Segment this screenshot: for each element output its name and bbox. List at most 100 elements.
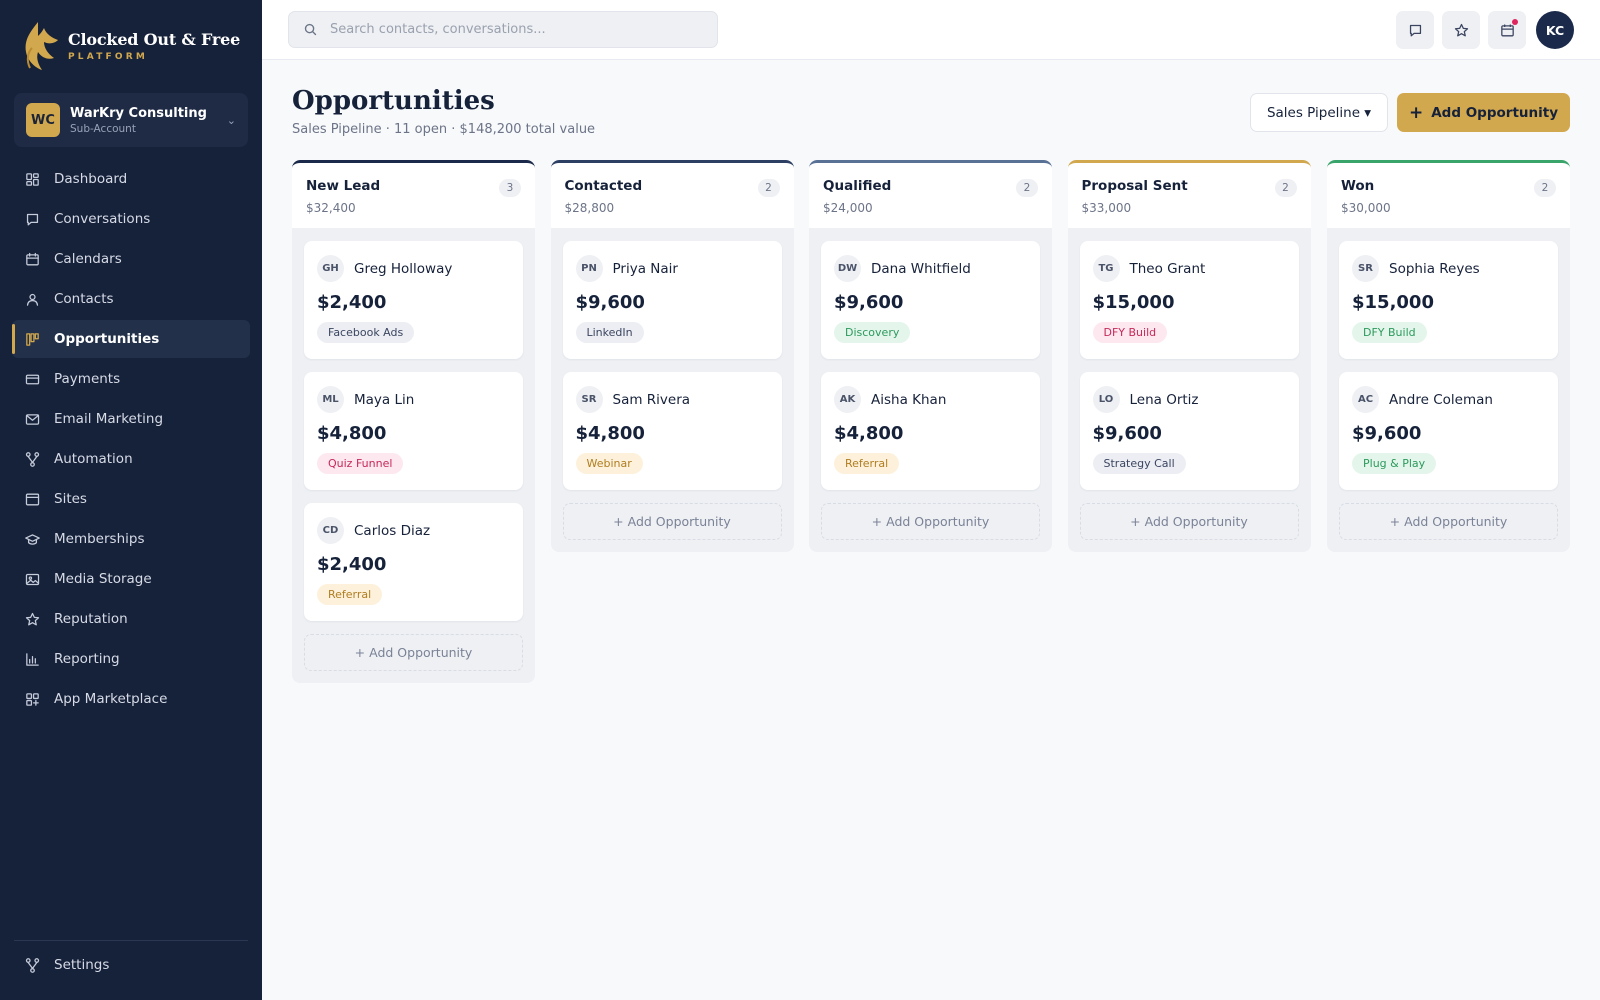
sidebar-item-sites[interactable]: Sites: [12, 480, 250, 518]
sidebar-item-conversations[interactable]: Conversations: [12, 200, 250, 238]
opportunity-card[interactable]: DW Dana Whitfield $9,600 Discovery: [821, 241, 1040, 359]
opportunity-card[interactable]: PN Priya Nair $9,600 LinkedIn: [562, 241, 782, 359]
opportunity-value: $9,600: [1352, 423, 1422, 444]
add-opportunity-label: Add Opportunity: [1431, 104, 1559, 121]
sidebar-item-calendars[interactable]: Calendars: [12, 240, 250, 278]
pipeline-column-proposal-sent: Proposal Sent $33,000 2 TG Theo Grant $15,000…: [1067, 160, 1311, 552]
sidebar-item-label: Memberships: [54, 531, 145, 547]
source-tag: DFY Build: [1352, 322, 1427, 343]
opportunity-card[interactable]: ML Maya Lin $4,800 Quiz Funnel: [304, 372, 523, 490]
sidebar-item-label: Reporting: [54, 651, 120, 667]
column-header: Proposal Sent $33,000 2: [1067, 160, 1311, 228]
contact-initials: SR: [575, 386, 603, 413]
account-badge: WC: [26, 103, 60, 137]
contact-name: Maya Lin: [354, 391, 415, 408]
sidebar-item-opportunities[interactable]: Opportunities: [12, 320, 250, 358]
pipeline-column-contacted: Contacted $28,800 2 PN Priya Nair $9,600 Linke…: [550, 160, 794, 552]
opportunity-card[interactable]: SR Sam Rivera $4,800 Webinar: [562, 372, 782, 490]
add-opportunity-card-button[interactable]: + Add Opportunity: [1079, 503, 1299, 540]
column-title: Won: [1341, 178, 1375, 194]
chat-icon: [1409, 24, 1421, 36]
opportunity-card[interactable]: SR Sophia Reyes $15,000 DFY Build: [1339, 241, 1558, 359]
messages-button[interactable]: [1396, 11, 1434, 49]
column-header: Contacted $28,800 2: [550, 160, 794, 228]
opportunity-value: $9,600: [1092, 423, 1162, 444]
brand-title: Clocked Out & Free: [68, 30, 241, 49]
opportunity-card[interactable]: AK Aisha Khan $4,800 Referral: [821, 372, 1040, 490]
contact-name: Sam Rivera: [612, 391, 691, 408]
user-avatar[interactable]: KC: [1536, 11, 1574, 49]
contact-initials: GH: [317, 255, 344, 282]
contact-initials: AC: [1352, 386, 1379, 413]
contact-name: Andre Coleman: [1389, 391, 1493, 408]
search-box[interactable]: [288, 11, 718, 48]
pipeline-select[interactable]: Sales Pipeline ▾: [1250, 93, 1388, 132]
column-title: Contacted: [564, 178, 643, 194]
source-tag: Plug & Play: [1352, 453, 1437, 474]
workflow-icon: [25, 451, 40, 467]
sidebar-item-memberships[interactable]: Memberships: [12, 520, 250, 558]
opportunity-card[interactable]: AC Andre Coleman $9,600 Plug & Play: [1339, 372, 1558, 490]
sidebar-item-contacts[interactable]: Contacts: [12, 280, 250, 318]
sidebar-item-dashboard[interactable]: Dashboard: [12, 160, 250, 198]
source-tag: Discovery: [834, 322, 911, 343]
source-tag: LinkedIn: [575, 322, 644, 343]
column-header: Won $30,000 2: [1327, 160, 1570, 228]
sidebar: Clocked Out & Free PLATFORM WC WarKry Co…: [0, 0, 262, 1000]
add-opportunity-card-button[interactable]: + Add Opportunity: [562, 503, 782, 540]
opportunity-card[interactable]: GH Greg Holloway $2,400 Facebook Ads: [304, 241, 523, 359]
contact-name: Dana Whitfield: [871, 260, 971, 277]
column-total: $24,000: [823, 201, 873, 215]
source-tag: DFY Build: [1092, 322, 1168, 343]
sidebar-nav: Dashboard Conversations Calendars Contacts O…: [12, 160, 250, 720]
column-cards: PN Priya Nair $9,600 LinkedIn SR Sam Rivera $4…: [551, 228, 794, 552]
contact-name: Carlos Diaz: [354, 522, 431, 539]
add-opportunity-button[interactable]: + Add Opportunity: [1397, 93, 1570, 132]
bar-chart-icon: [26, 652, 39, 666]
sidebar-item-reputation[interactable]: Reputation: [12, 600, 250, 638]
opportunity-value: $4,800: [317, 423, 387, 444]
sidebar-item-label: Calendars: [54, 251, 122, 267]
opportunity-value: $15,000: [1092, 292, 1175, 313]
contact-name: Sophia Reyes: [1389, 260, 1480, 277]
sidebar-item-app-marketplace[interactable]: App Marketplace: [12, 680, 250, 718]
sidebar-item-email-marketing[interactable]: Email Marketing: [12, 400, 250, 438]
opportunity-card[interactable]: CD Carlos Diaz $2,400 Referral: [304, 503, 523, 621]
contact-name: Priya Nair: [612, 260, 678, 277]
sidebar-item-payments[interactable]: Payments: [12, 360, 250, 398]
contact-initials: ML: [317, 386, 344, 413]
opportunity-value: $9,600: [834, 292, 904, 313]
graduation-cap-icon: [25, 533, 40, 545]
calendar-icon: [26, 252, 39, 265]
sidebar-item-label: Dashboard: [54, 171, 128, 187]
source-tag: Quiz Funnel: [317, 453, 404, 474]
sidebar-item-automation[interactable]: Automation: [12, 440, 250, 478]
add-opportunity-card-button[interactable]: + Add Opportunity: [304, 634, 523, 671]
account-type: Sub-Account: [70, 122, 136, 135]
add-opportunity-card-button[interactable]: + Add Opportunity: [1339, 503, 1558, 540]
contact-initials: CD: [317, 517, 344, 544]
column-count-badge: 3: [499, 179, 521, 197]
sidebar-item-media-storage[interactable]: Media Storage: [12, 560, 250, 598]
column-count-badge: 2: [1016, 179, 1038, 197]
favorites-button[interactable]: [1442, 11, 1480, 49]
column-count-badge: 2: [757, 179, 780, 197]
contact-initials: PN: [575, 255, 603, 282]
opportunity-value: $9,600: [575, 292, 645, 313]
sidebar-item-reporting[interactable]: Reporting: [12, 640, 250, 678]
column-total: $30,000: [1341, 201, 1391, 215]
search-input[interactable]: [330, 22, 710, 37]
sidebar-item-label: App Marketplace: [54, 691, 168, 707]
sidebar-item-settings[interactable]: Settings: [12, 946, 250, 984]
opportunity-card[interactable]: LO Lena Ortiz $9,600 Strategy Call: [1079, 372, 1299, 490]
sidebar-item-label: Email Marketing: [54, 411, 164, 427]
source-tag: Facebook Ads: [317, 322, 415, 343]
opportunity-card[interactable]: TG Theo Grant $15,000 DFY Build: [1079, 241, 1299, 359]
brand[interactable]: Clocked Out & Free PLATFORM: [16, 18, 240, 74]
pipeline-icon: [26, 332, 39, 346]
calendar-button[interactable]: [1488, 11, 1526, 49]
page-subtitle: Sales Pipeline · 11 open · $148,200 tota…: [292, 122, 596, 137]
chat-icon: [26, 213, 39, 225]
add-opportunity-card-button[interactable]: + Add Opportunity: [821, 503, 1040, 540]
account-switcher[interactable]: WC WarKry Consulting Sub-Account ⌄: [14, 93, 248, 147]
